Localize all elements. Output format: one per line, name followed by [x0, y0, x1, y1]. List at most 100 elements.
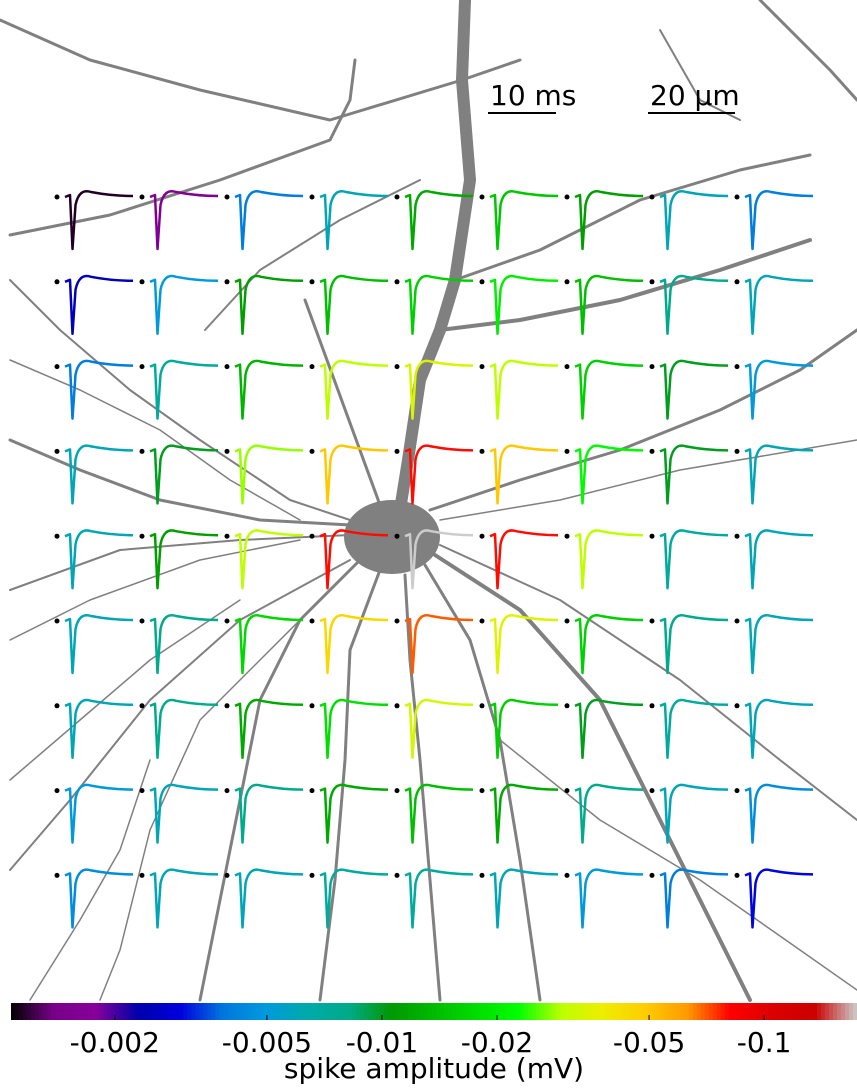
colorbar-segment [211, 1003, 217, 1020]
spike-waveform [319, 359, 389, 420]
electrode [649, 364, 655, 370]
colorbar-segment [259, 1003, 265, 1020]
electrode [734, 618, 740, 624]
colorbar-segment [840, 1003, 846, 1020]
electrode [139, 872, 145, 878]
colorbar-segment [179, 1003, 185, 1020]
colorbar-segment [219, 1003, 225, 1020]
spike-waveform [234, 274, 304, 336]
electrode [224, 703, 230, 709]
length-scale-label: 20 μm [650, 79, 740, 112]
colorbar-segment [347, 1003, 353, 1020]
spike-waveform [489, 359, 559, 420]
electrode [224, 279, 230, 285]
spike-waveform [404, 359, 474, 420]
electrode [734, 279, 740, 285]
spike-waveform [234, 444, 304, 505]
spike-waveform [319, 529, 389, 590]
spike-waveform [659, 868, 729, 929]
colorbar-segment [608, 1003, 614, 1020]
colorbar-segment [836, 1003, 842, 1020]
colorbar-segment [27, 1003, 32, 1020]
colorbar-segment [399, 1003, 405, 1020]
electrode [54, 364, 60, 370]
colorbar-segment [355, 1003, 361, 1020]
colorbar-segment [359, 1003, 365, 1020]
colorbar-segment [792, 1003, 798, 1020]
colorbar-segment [291, 1003, 297, 1020]
electrode [139, 448, 145, 454]
colorbar-segment [223, 1003, 229, 1020]
colorbar-segment [500, 1003, 505, 1020]
colorbar-segment [664, 1003, 670, 1020]
electrode [479, 533, 485, 539]
electrode [139, 533, 145, 539]
colorbar-segment [436, 1003, 441, 1020]
electrode [564, 703, 570, 709]
spike-waveform [659, 274, 729, 336]
colorbar-segment [383, 1003, 389, 1020]
colorbar-segment [155, 1003, 160, 1020]
spike-waveform [149, 868, 219, 929]
colorbar-segment [67, 1003, 72, 1020]
colorbar-segment [283, 1003, 289, 1020]
colorbar-segment [616, 1003, 622, 1020]
spike-waveform [489, 190, 559, 251]
colorbar-segment [804, 1003, 810, 1020]
spike-waveform [234, 783, 304, 844]
electrode [54, 194, 60, 200]
colorbar-segment [215, 1003, 221, 1020]
colorbar-segment [596, 1003, 601, 1020]
colorbar-segment [191, 1003, 197, 1020]
spike-waveform [64, 444, 134, 505]
colorbar-segment [43, 1003, 48, 1020]
colorbar-segment [784, 1003, 790, 1020]
spike-waveform [744, 190, 814, 251]
electrode [139, 788, 145, 794]
colorbar-segment [676, 1003, 682, 1020]
colorbar-tick-label: -0.01 [346, 1026, 418, 1059]
colorbar-segment [656, 1003, 662, 1020]
electrode [649, 533, 655, 539]
colorbar-segment [295, 1003, 301, 1020]
electrode [394, 703, 400, 709]
spike-waveform [744, 614, 814, 675]
colorbar-segment [816, 1003, 822, 1020]
colorbar-segment [311, 1003, 317, 1020]
electrode [394, 788, 400, 794]
colorbar-segment [35, 1003, 40, 1020]
colorbar-segment [684, 1003, 690, 1020]
electrode [54, 788, 60, 794]
electrode [309, 279, 315, 285]
spike-waveform [319, 698, 389, 760]
electrode [734, 872, 740, 878]
spike-waveform [404, 190, 474, 251]
electrode [564, 448, 570, 454]
electrode [564, 194, 570, 200]
electrode [309, 618, 315, 624]
colorbar-segment [367, 1003, 373, 1020]
colorbar-segment [19, 1003, 24, 1020]
electrode [479, 618, 485, 624]
colorbar-segment [23, 1003, 28, 1020]
colorbar-segment [688, 1003, 694, 1020]
electrode [734, 703, 740, 709]
spike-waveform [744, 783, 814, 844]
colorbar-segment [91, 1003, 96, 1020]
colorbar-segment [307, 1003, 313, 1020]
colorbar-tick-label: -0.02 [461, 1026, 533, 1059]
colorbar-segment [59, 1003, 64, 1020]
colorbar-segment [299, 1003, 305, 1020]
colorbar-segment [351, 1003, 357, 1020]
electrode [734, 533, 740, 539]
spike-waveform [574, 274, 644, 336]
colorbar-segment [139, 1003, 144, 1020]
spike-waveform [404, 614, 474, 675]
colorbar-segment [776, 1003, 782, 1020]
spike-waveform [319, 444, 389, 505]
colorbar-segment [532, 1003, 537, 1020]
colorbar-segment [848, 1003, 854, 1020]
colorbar-segment [123, 1003, 128, 1020]
electrode [734, 788, 740, 794]
